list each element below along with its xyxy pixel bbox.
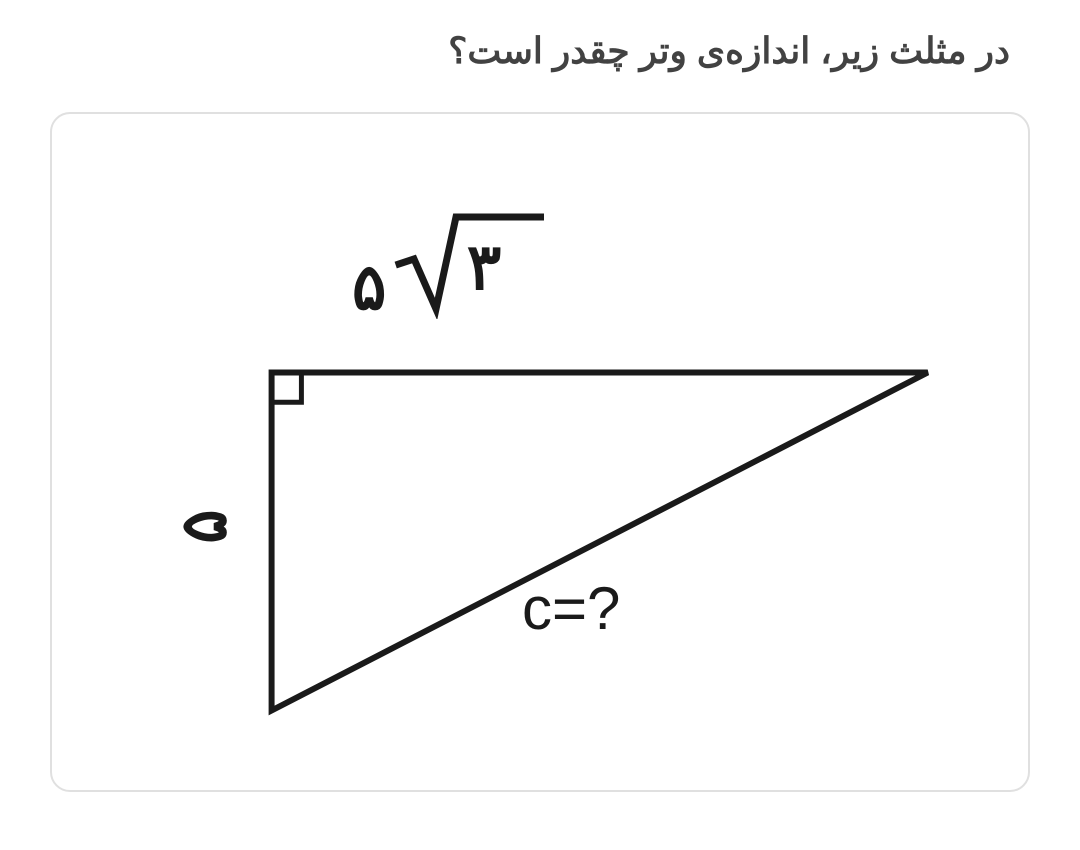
right-angle-marker — [272, 372, 302, 402]
coefficient-text: ۵ — [352, 255, 386, 319]
left-side-label: ۵ — [167, 509, 242, 543]
figure-container: ۵ ۳ ۵ c=? — [50, 112, 1030, 792]
hypotenuse-label: c=? — [522, 574, 620, 643]
radical-value: ۳ — [467, 231, 501, 303]
triangle-path — [272, 372, 928, 710]
top-side-label: ۵ ۳ — [352, 209, 544, 319]
question-text: در مثلث زیر، اندازه‌ی وتر چقدر است؟ — [50, 30, 1030, 72]
radical-icon: ۳ — [394, 209, 544, 319]
